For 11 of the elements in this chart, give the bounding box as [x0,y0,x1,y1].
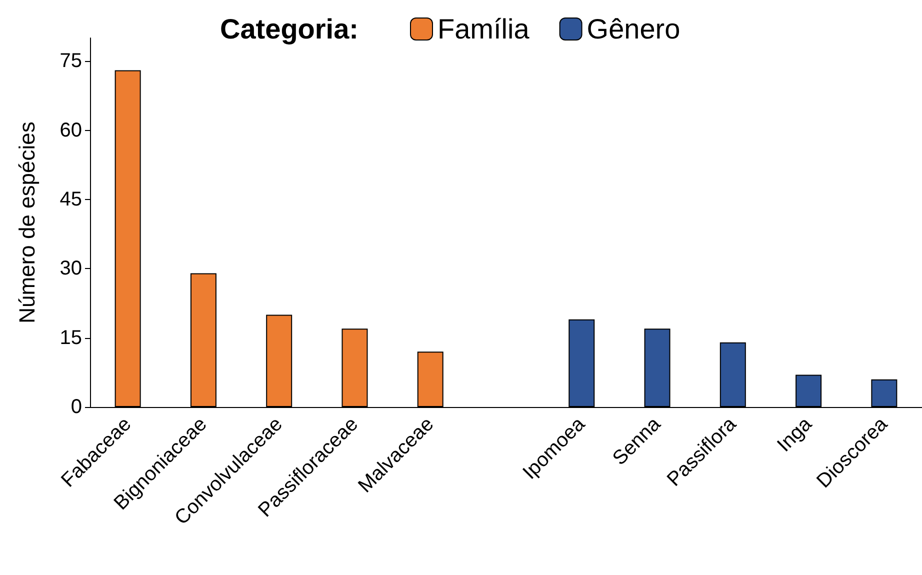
y-tick-label: 75 [60,50,82,72]
legend-title: Categoria: [220,14,358,44]
y-tick-label: 15 [60,326,82,349]
y-tick-label: 60 [60,119,82,142]
legend-label: Gênero [586,14,680,44]
x-tick-label: Inga [773,412,817,456]
y-tick-label: 0 [70,396,82,418]
y-tick-label: 45 [60,188,82,210]
y-axis-title: Número de espécies [14,122,40,324]
y-tick-label: 30 [60,258,82,280]
legend-label: Família [438,14,530,44]
